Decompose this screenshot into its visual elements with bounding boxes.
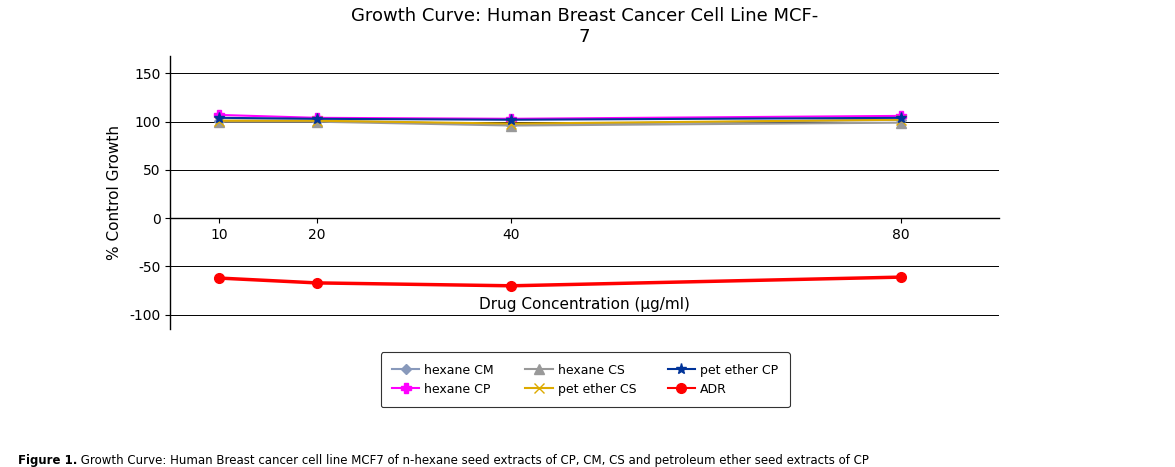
hexane CS [894, 120, 908, 126]
hexane CP [504, 116, 518, 121]
Text: Figure 1.: Figure 1. [18, 454, 78, 467]
pet ether CP [212, 115, 226, 120]
hexane CS [212, 119, 226, 125]
ADR [894, 274, 908, 280]
hexane CP [212, 112, 226, 118]
hexane CP [894, 113, 908, 119]
Line: hexane CS: hexane CS [214, 117, 906, 130]
pet ether CS [504, 121, 518, 127]
ADR [212, 275, 226, 281]
Y-axis label: % Control Growth: % Control Growth [107, 125, 122, 260]
Legend: hexane CM, hexane CP, hexane CS, pet ether CS, pet ether CP, ADR: hexane CM, hexane CP, hexane CS, pet eth… [381, 352, 790, 407]
Line: ADR: ADR [214, 272, 906, 290]
hexane CP [309, 115, 323, 120]
ADR [504, 283, 518, 289]
hexane CM [309, 118, 323, 123]
hexane CM [212, 118, 226, 123]
Line: pet ether CP: pet ether CP [214, 112, 907, 125]
hexane CS [504, 123, 518, 128]
pet ether CP [309, 116, 323, 121]
ADR [309, 280, 323, 286]
Text: Growth Curve: Human Breast cancer cell line MCF7 of n-hexane seed extracts of CP: Growth Curve: Human Breast cancer cell l… [78, 454, 868, 467]
Line: hexane CP: hexane CP [214, 110, 906, 124]
Line: hexane CM: hexane CM [216, 116, 905, 128]
pet ether CP [504, 117, 518, 122]
pet ether CP [894, 115, 908, 120]
pet ether CS [212, 118, 226, 123]
hexane CM [504, 122, 518, 127]
Title: Growth Curve: Human Breast Cancer Cell Line MCF-
7: Growth Curve: Human Breast Cancer Cell L… [351, 7, 818, 46]
pet ether CS [894, 117, 908, 122]
X-axis label: Drug Concentration (μg/ml): Drug Concentration (μg/ml) [479, 297, 690, 312]
pet ether CS [309, 118, 323, 123]
Line: pet ether CS: pet ether CS [214, 115, 906, 128]
hexane CM [894, 117, 908, 122]
hexane CS [309, 119, 323, 125]
